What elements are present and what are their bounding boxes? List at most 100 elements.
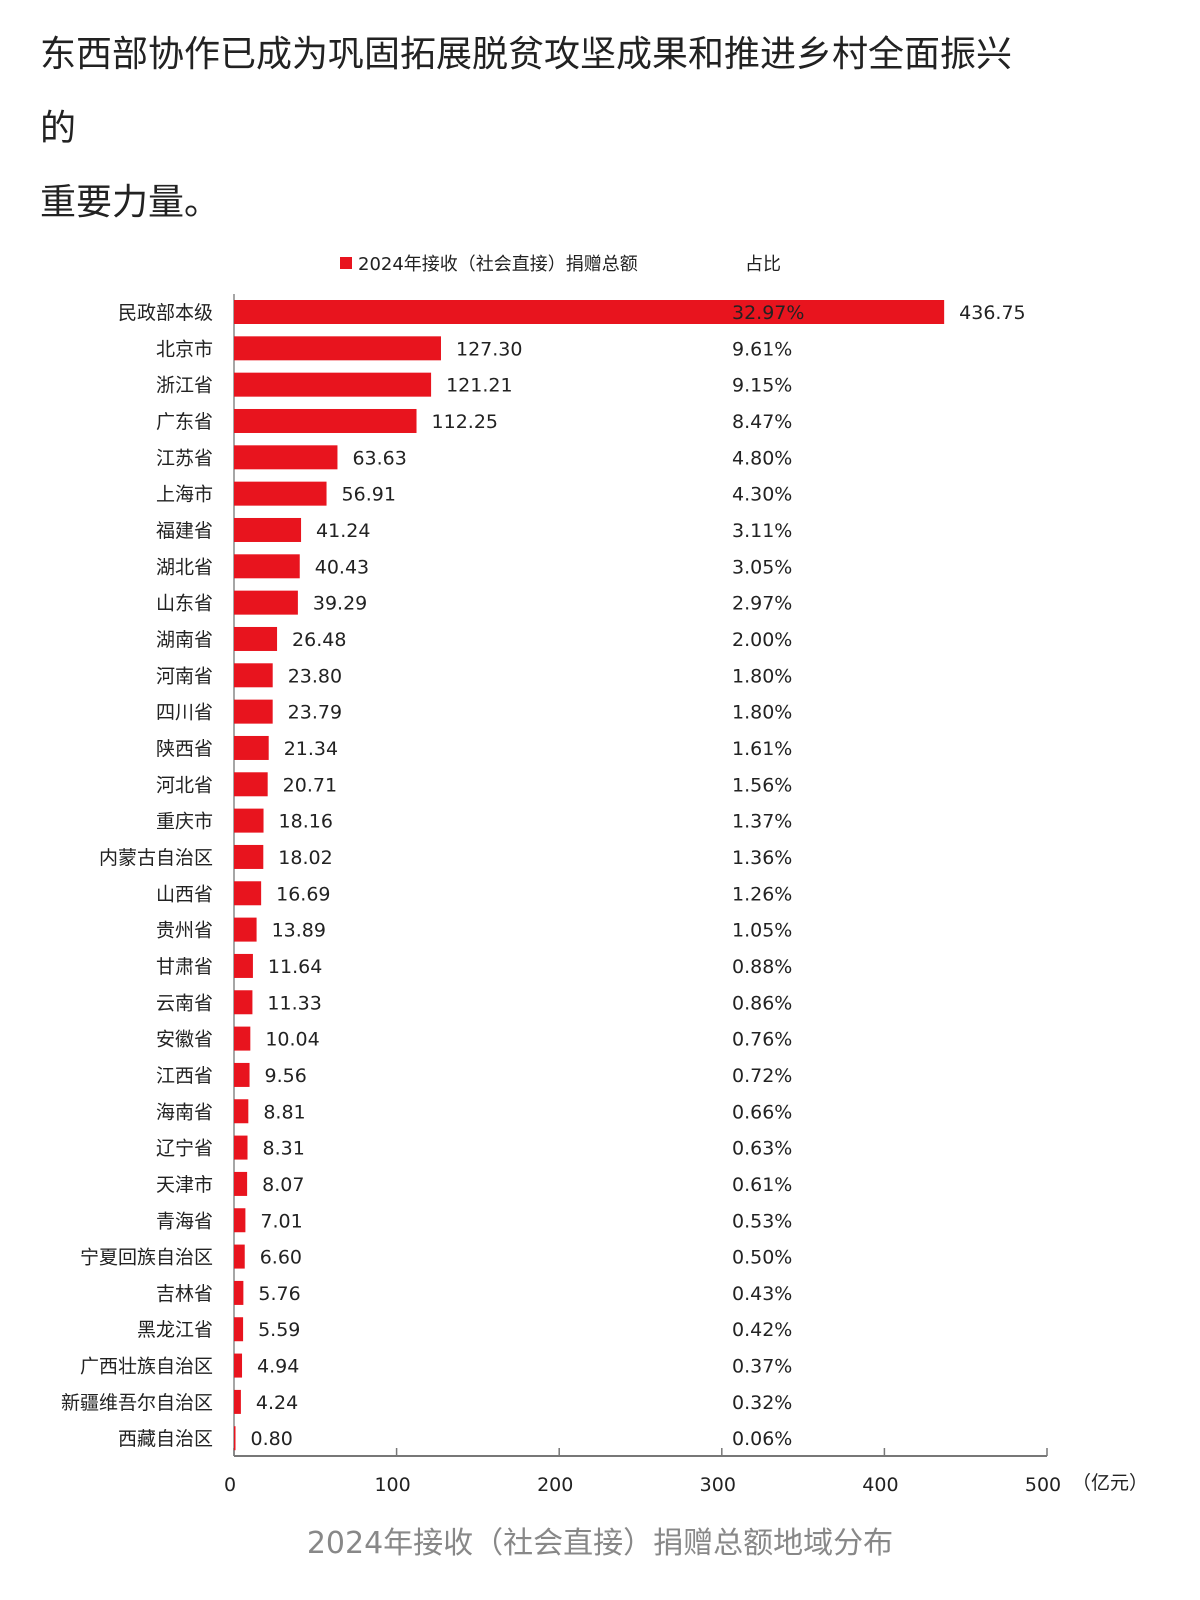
category-label: 四川省: [156, 702, 213, 724]
category-label: 江苏省: [156, 447, 213, 469]
category-label: 上海市: [156, 484, 213, 506]
bar-value-label: 56.91: [342, 484, 396, 506]
x-tick-label: 400: [862, 1474, 898, 1496]
x-tick-label: 500: [1025, 1474, 1061, 1496]
share-label: 0.88%: [732, 956, 792, 978]
chart-caption: 2024年接收（社会直接）捐赠总额地域分布: [306, 1526, 894, 1561]
category-label: 河南省: [156, 665, 213, 687]
share-label: 1.05%: [732, 920, 792, 942]
share-label: 4.30%: [732, 484, 792, 506]
bar-value-label: 121.21: [446, 375, 512, 397]
category-label: 西藏自治区: [118, 1428, 213, 1450]
bar: [234, 1026, 251, 1051]
bar-value-label: 13.89: [272, 920, 326, 942]
bar-value-label: 127.30: [456, 338, 522, 360]
category-label: 湖南省: [156, 629, 213, 651]
bar-value-label: 11.64: [268, 956, 322, 978]
bar: [234, 808, 264, 833]
share-label: 32.97%: [732, 302, 804, 324]
bar-value-label: 6.60: [260, 1247, 302, 1269]
bar: [234, 1135, 248, 1160]
bar: [234, 626, 278, 651]
bar: [234, 917, 257, 942]
bar: [234, 881, 262, 906]
share-label: 1.80%: [732, 665, 792, 687]
share-label: 0.61%: [732, 1174, 792, 1196]
category-label: 内蒙古自治区: [99, 847, 213, 869]
category-label: 新疆维吾尔自治区: [61, 1392, 213, 1414]
x-axis-unit: （亿元）: [1072, 1472, 1148, 1494]
bar: [234, 953, 253, 978]
bar: [234, 1171, 248, 1196]
bar-value-label: 5.59: [258, 1319, 300, 1341]
category-label: 云南省: [156, 992, 213, 1014]
category-label: 河北省: [156, 774, 213, 796]
bar-value-label: 40.43: [315, 556, 369, 578]
bar-value-label: 7.01: [260, 1210, 302, 1232]
bar-value-label: 4.94: [257, 1356, 299, 1378]
category-label: 青海省: [156, 1210, 213, 1232]
bar-value-label: 41.24: [316, 520, 370, 542]
intro-paragraph: 东西部协作已成为巩固拓展脱贫攻坚成果和推进乡村全面振兴 的 重要力量。: [40, 18, 1180, 240]
bar: [234, 1317, 244, 1342]
category-label: 山东省: [156, 593, 213, 615]
bar: [234, 1280, 244, 1305]
bar-value-label: 8.07: [262, 1174, 304, 1196]
bar-value-label: 26.48: [292, 629, 346, 651]
bar: [234, 1244, 245, 1269]
bar: [234, 300, 945, 324]
bar-value-label: 0.80: [251, 1428, 293, 1450]
share-label: 2.00%: [732, 629, 792, 651]
category-label: 湖北省: [156, 556, 213, 578]
share-label: 1.26%: [732, 883, 792, 905]
share-label: 1.80%: [732, 702, 792, 724]
bar-value-label: 23.79: [288, 702, 342, 724]
share-label: 2.97%: [732, 593, 792, 615]
bar-value-label: 8.81: [263, 1101, 305, 1123]
share-label: 0.53%: [732, 1210, 792, 1232]
category-label: 山西省: [156, 883, 213, 905]
bar-value-label: 436.75: [959, 302, 1025, 324]
category-label: 黑龙江省: [137, 1319, 213, 1341]
share-label: 0.06%: [732, 1428, 792, 1450]
category-label: 广东省: [156, 411, 213, 433]
category-label: 福建省: [156, 520, 213, 542]
bar-value-label: 9.56: [265, 1065, 307, 1087]
bar: [234, 735, 269, 760]
bar: [234, 772, 268, 797]
bar: [234, 336, 441, 361]
bar-value-label: 20.71: [283, 774, 337, 796]
category-label: 重庆市: [156, 811, 213, 833]
x-tick-label: 100: [374, 1474, 410, 1496]
donation-bar-chart: 2024年接收（社会直接）捐赠总额 占比 0 100 200 300 400 500 （亿元） 民…: [61, 254, 1148, 1496]
bar: [234, 481, 327, 506]
bar-value-label: 18.16: [279, 811, 333, 833]
category-label: 安徽省: [156, 1029, 213, 1051]
category-label: 宁夏回族自治区: [80, 1247, 213, 1269]
category-label: 浙江省: [156, 375, 213, 397]
bar: [234, 554, 300, 579]
share-label: 4.80%: [732, 447, 792, 469]
bar: [234, 372, 432, 397]
share-label: 0.86%: [732, 992, 792, 1014]
share-label: 9.15%: [732, 375, 792, 397]
bar-value-label: 10.04: [265, 1029, 319, 1051]
bar: [234, 1208, 246, 1233]
bar-value-label: 112.25: [432, 411, 498, 433]
bar: [234, 517, 302, 542]
share-label: 0.37%: [732, 1356, 792, 1378]
category-label: 广西壮族自治区: [80, 1356, 213, 1378]
bar: [234, 408, 417, 433]
share-label: 0.32%: [732, 1392, 792, 1414]
bar: [234, 844, 264, 869]
share-label: 0.50%: [732, 1247, 792, 1269]
share-label: 1.36%: [732, 847, 792, 869]
share-label: 1.56%: [732, 774, 792, 796]
bar: [234, 590, 298, 615]
category-label: 陕西省: [156, 738, 213, 760]
bar-value-label: 11.33: [267, 992, 321, 1014]
intro-line: 重要力量。: [40, 182, 221, 223]
bar-value-label: 16.69: [276, 883, 330, 905]
category-label: 北京市: [156, 338, 213, 360]
bar: [234, 990, 253, 1015]
